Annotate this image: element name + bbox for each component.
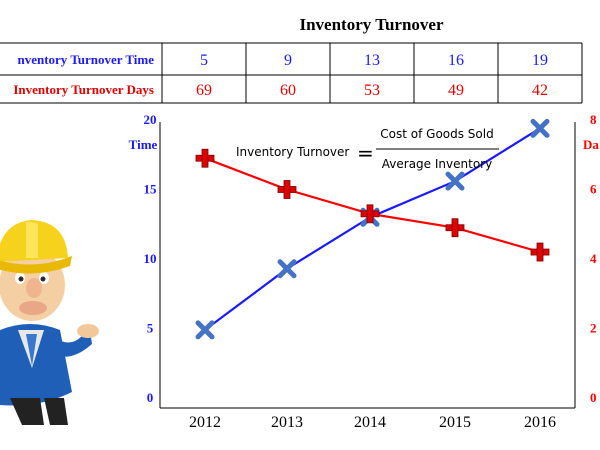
right-tick-label: 4 xyxy=(590,251,597,266)
plus-marker xyxy=(277,180,297,199)
right-tick-label: 6 xyxy=(590,182,597,197)
chart-title: Inventory Turnover xyxy=(299,15,444,34)
table-cell: 42 xyxy=(532,82,548,99)
formula-lhs: Inventory Turnover xyxy=(236,145,349,159)
plus-marker xyxy=(445,218,465,238)
right-tick-label: 2 xyxy=(590,321,597,336)
table-cell: 9 xyxy=(284,52,292,69)
formula-denominator: Average Inventory xyxy=(382,157,492,171)
right-tick-label: 0 xyxy=(590,390,597,405)
chart-axes xyxy=(159,122,576,409)
table-row-label: Inventory Turnover Days xyxy=(13,82,154,97)
table-cell: 16 xyxy=(448,52,464,69)
left-tick-label: 15 xyxy=(144,182,158,197)
data-table: nventory Turnover Time 5 9 13 16 19 Inventory … xyxy=(0,42,583,104)
plus-marker xyxy=(530,242,550,262)
x-tick-label: 2015 xyxy=(439,414,471,431)
formula-numerator: Cost of Goods Sold xyxy=(380,127,493,141)
table-cell: 69 xyxy=(196,82,212,99)
right-axis-label: Da xyxy=(583,137,599,152)
table-cell: 19 xyxy=(532,52,548,69)
x-tick-label: 2016 xyxy=(524,414,556,431)
x-tick-label: 2012 xyxy=(189,414,221,431)
x-tick-label: 2013 xyxy=(271,414,303,431)
left-tick-label: 5 xyxy=(147,321,154,336)
left-tick-label: 0 xyxy=(147,390,154,405)
table-cell: 49 xyxy=(448,82,464,99)
left-tick-label: 10 xyxy=(144,251,157,266)
x-marker xyxy=(195,320,215,340)
table-cell: 13 xyxy=(364,52,380,69)
table-cell: 60 xyxy=(280,82,296,99)
plus-marker xyxy=(195,148,215,168)
right-tick-label: 8 xyxy=(590,112,597,127)
table-cell: 5 xyxy=(200,52,208,69)
x-marker xyxy=(445,171,465,191)
x-marker xyxy=(530,118,550,138)
x-marker xyxy=(277,259,297,279)
plus-marker xyxy=(360,204,380,224)
table-cell: 53 xyxy=(364,82,380,99)
formula-equals: = xyxy=(357,141,374,165)
table-row-label: nventory Turnover Time xyxy=(17,52,154,67)
left-axis-label: Time xyxy=(129,137,158,152)
x-tick-label: 2014 xyxy=(354,414,386,431)
construction-worker-illustration xyxy=(0,220,99,425)
formula: Inventory Turnover = Cost of Goods Sold … xyxy=(236,127,499,171)
left-tick-label: 20 xyxy=(144,112,157,127)
